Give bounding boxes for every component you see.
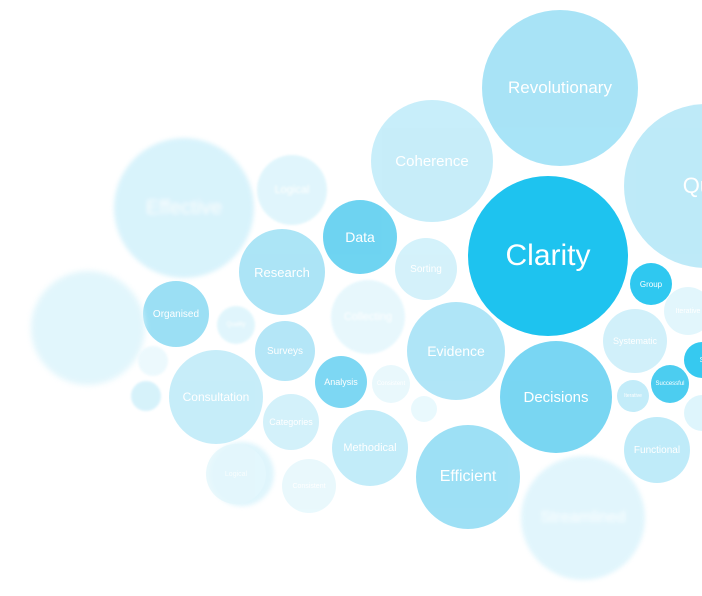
bubble-label: Analysis bbox=[324, 377, 358, 387]
bubble-effective: Effective bbox=[114, 138, 254, 278]
bubble-consistent: Consistent bbox=[282, 459, 336, 513]
bubble-blank bbox=[131, 381, 161, 411]
bubble-label: Clarity bbox=[505, 239, 591, 272]
bubble-label: Group bbox=[639, 279, 663, 289]
bubble-s: S bbox=[684, 342, 702, 378]
bubble-label: Coherence bbox=[395, 152, 469, 170]
bubble-decisions: Decisions bbox=[500, 341, 612, 453]
bubble-label: Logical bbox=[274, 184, 310, 196]
bubble-label: Functional bbox=[633, 444, 681, 456]
bubble-research: Research bbox=[239, 229, 325, 315]
bubble-surveys: Surveys bbox=[255, 321, 315, 381]
bubble-label: Logical bbox=[224, 470, 248, 478]
bubble-label: Quality bbox=[226, 322, 246, 328]
bubble-group: Group bbox=[630, 263, 672, 305]
bubble-consistent: Consistent bbox=[372, 365, 410, 403]
bubble-iterative: Iterative bbox=[617, 380, 649, 412]
bubble-label: Consultation bbox=[182, 390, 250, 404]
bubble-label: Effective bbox=[145, 196, 223, 219]
bubble-label: Decisions bbox=[523, 388, 589, 406]
bubble-label: Surveys bbox=[266, 345, 304, 357]
bubble-iterative: Iterative bbox=[664, 287, 702, 335]
bubble-label: Categories bbox=[269, 417, 313, 427]
bubble-categories: Categories bbox=[263, 394, 319, 450]
bubble-clarity: Clarity bbox=[468, 176, 628, 336]
bubble-label: Systematic bbox=[612, 336, 657, 346]
bubble-blank bbox=[31, 271, 145, 385]
bubble-evidence: Evidence bbox=[407, 302, 505, 400]
bubble-methodical: Methodical bbox=[332, 410, 408, 486]
bubble-functional: Functional bbox=[624, 417, 690, 483]
bubble-quality: Quality bbox=[217, 306, 255, 344]
bubble-label: Evidence bbox=[427, 343, 485, 359]
bubble-label: Iterative bbox=[624, 393, 642, 399]
bubble-label: Iterative bbox=[675, 307, 701, 315]
bubble-qual: Qual bbox=[624, 104, 702, 268]
bubble-label: Qual bbox=[682, 173, 702, 198]
bubble-collecting: Collecting bbox=[331, 280, 405, 354]
bubble-blank bbox=[138, 346, 168, 376]
bubble-blank bbox=[411, 396, 437, 422]
bubble-consultation: Consultation bbox=[169, 350, 263, 444]
bubble-logical: Logical bbox=[206, 444, 266, 504]
bubble-label: Collecting bbox=[343, 311, 393, 323]
bubble-label: Consistent bbox=[376, 381, 406, 387]
bubble-efficient: Efficient bbox=[416, 425, 520, 529]
bubble-successful: Successful bbox=[651, 365, 689, 403]
bubble-analysis: Analysis bbox=[315, 356, 367, 408]
bubble-coherence: Coherence bbox=[371, 100, 493, 222]
bubble-label: Revolutionary bbox=[508, 78, 612, 97]
bubble-label: Data bbox=[345, 229, 375, 245]
bubble-label: Sorting bbox=[410, 263, 442, 275]
bubble-sorting: Sorting bbox=[395, 238, 457, 300]
bubble-systematic: Systematic bbox=[603, 309, 667, 373]
bubble-label: Organised bbox=[152, 308, 200, 320]
bubble-blank bbox=[684, 395, 702, 431]
bubble-logical: Logical bbox=[257, 155, 327, 225]
bubble-label: Successful bbox=[655, 381, 685, 387]
bubble-label: Consistent bbox=[292, 482, 326, 490]
bubble-streamlined: Streamlined bbox=[521, 456, 645, 580]
bubble-organised: Organised bbox=[143, 281, 209, 347]
bubble-label: Research bbox=[254, 264, 310, 280]
bubble-revolutionary: Revolutionary bbox=[482, 10, 638, 166]
bubble-label: Methodical bbox=[343, 442, 397, 454]
bubble-label: Efficient bbox=[439, 468, 497, 485]
bubble-data: Data bbox=[323, 200, 397, 274]
bubble-label: Streamlined bbox=[540, 509, 626, 526]
